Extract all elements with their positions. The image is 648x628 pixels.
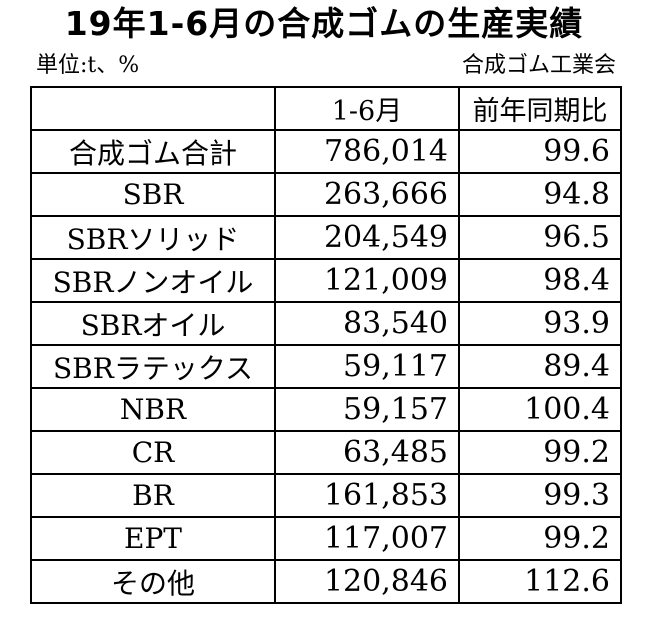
row-value: 117,007	[274, 516, 460, 561]
source-label: 合成ゴム工業会	[461, 53, 616, 78]
table-row: NBR 59,157 100.4	[30, 387, 622, 432]
table-row: 合成ゴム合計 786,014 99.6	[30, 129, 622, 174]
row-yoy: 98.4	[458, 258, 622, 303]
table-row: SBRソリッド 204,549 96.5	[30, 215, 622, 260]
row-value: 161,853	[274, 473, 460, 518]
table-row: EPT 117,007 99.2	[30, 516, 622, 561]
row-name: EPT	[30, 516, 276, 561]
table-row: SBRオイル 83,540 93.9	[30, 301, 622, 346]
row-name: NBR	[30, 387, 276, 432]
row-name: 合成ゴム合計	[30, 129, 276, 174]
row-value: 63,485	[274, 430, 460, 475]
row-value: 83,540	[274, 301, 460, 346]
row-value: 59,117	[274, 344, 460, 389]
row-value: 786,014	[274, 129, 460, 174]
row-yoy: 99.2	[458, 516, 622, 561]
row-yoy: 89.4	[458, 344, 622, 389]
production-table: 1-6月 前年同期比 合成ゴム合計 786,014 99.6 SBR 263,6…	[30, 86, 622, 604]
row-value: 59,157	[274, 387, 460, 432]
row-name: その他	[30, 559, 276, 604]
row-yoy: 99.3	[458, 473, 622, 518]
row-yoy: 94.8	[458, 172, 622, 217]
unit-label: 単位:t、%	[36, 53, 140, 78]
row-value: 204,549	[274, 215, 460, 260]
header-period: 1-6月	[274, 86, 460, 131]
row-value: 120,846	[274, 559, 460, 604]
row-name: CR	[30, 430, 276, 475]
row-value: 121,009	[274, 258, 460, 303]
row-yoy: 99.6	[458, 129, 622, 174]
header-category	[30, 86, 276, 131]
row-yoy: 100.4	[458, 387, 622, 432]
table-header-row: 1-6月 前年同期比	[30, 86, 622, 131]
row-yoy: 99.2	[458, 430, 622, 475]
row-name: SBRソリッド	[30, 215, 276, 260]
row-value: 263,666	[274, 172, 460, 217]
table-row: BR 161,853 99.3	[30, 473, 622, 518]
header-yoy: 前年同期比	[458, 86, 622, 131]
table-row: その他 120,846 112.6	[30, 559, 622, 604]
table-row: CR 63,485 99.2	[30, 430, 622, 475]
page-title: 19年1-6月の合成ゴムの生産実績	[64, 4, 584, 43]
row-yoy: 112.6	[458, 559, 622, 604]
row-name: SBR	[30, 172, 276, 217]
table-row: SBRラテックス 59,117 89.4	[30, 344, 622, 389]
row-name: BR	[30, 473, 276, 518]
row-name: SBRラテックス	[30, 344, 276, 389]
row-yoy: 93.9	[458, 301, 622, 346]
row-name: SBRノンオイル	[30, 258, 276, 303]
table-row: SBR 263,666 94.8	[30, 172, 622, 217]
table-row: SBRノンオイル 121,009 98.4	[30, 258, 622, 303]
row-name: SBRオイル	[30, 301, 276, 346]
row-yoy: 96.5	[458, 215, 622, 260]
